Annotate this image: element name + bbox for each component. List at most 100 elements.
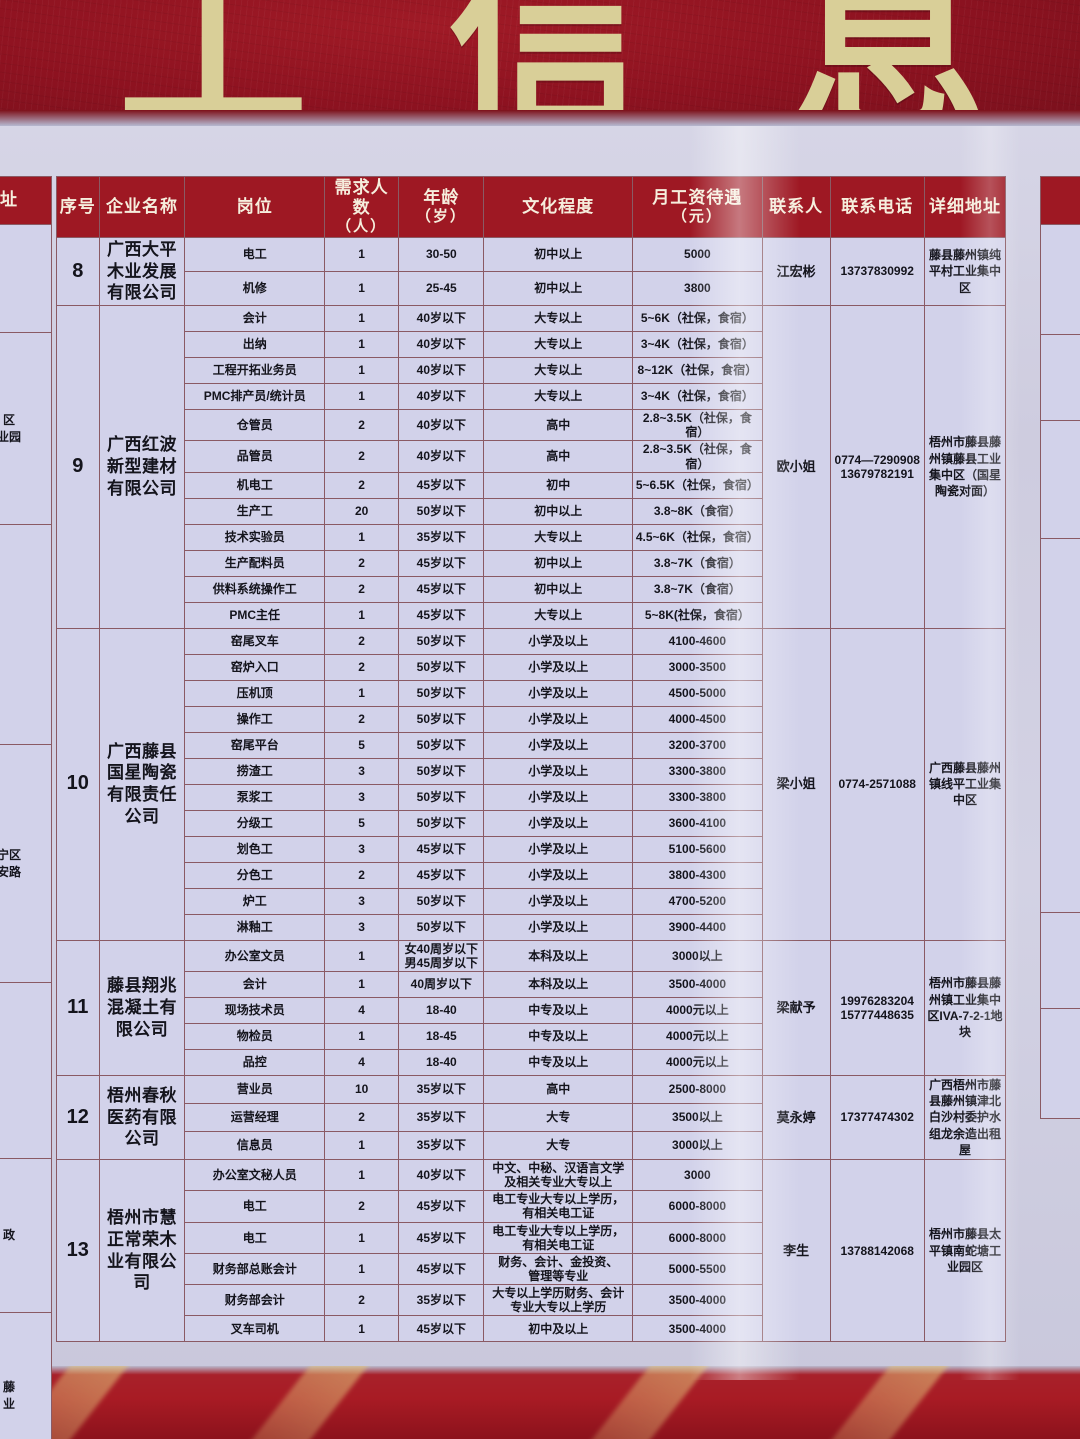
cell-salary: 3300-3800 — [631, 757, 763, 785]
cell-headcount: 2 — [324, 440, 400, 473]
cell-salary: 3900-4400 — [631, 913, 763, 941]
right-cell-sequence: 15 — [1040, 420, 1080, 539]
cell-salary: 8~12K（社保，食宿） — [631, 357, 763, 385]
cell-headcount: 1 — [324, 357, 400, 385]
cell-position: 办公室文员 — [184, 939, 326, 972]
cell-position: 物检员 — [184, 1022, 326, 1050]
right-header-row: 序号 — [1040, 176, 1080, 225]
cell-contact-person: 梁小姐 — [761, 627, 831, 941]
cell-position: PMC主任 — [184, 601, 326, 629]
column-header-num: 需求人数 （人） — [324, 176, 400, 238]
table-row: 品控 4 18-40 中专及以上 4000元以上 — [57, 1048, 1006, 1076]
cell-address: 梧州市藤县藤州镇工业集中区IVA-7-2-1地块 — [923, 939, 1007, 1076]
cell-education: 高中 — [483, 440, 633, 473]
cell-age: 50岁以下 — [398, 913, 485, 941]
right-table-row: 13 — [1040, 224, 1080, 335]
column-header-seq: 序号 — [56, 176, 100, 238]
cell-age: 35岁以下 — [398, 1074, 485, 1104]
cell-position: 窑尾平台 — [184, 731, 326, 759]
left-table-row: 藤业 — [0, 1312, 52, 1439]
column-header-comp: 企业名称 — [98, 176, 186, 238]
cell-salary: 6000-8000 — [631, 1221, 763, 1254]
cell-age: 45岁以下 — [398, 1315, 485, 1343]
table-row: 技术实验员 1 35岁以下 大专以上 4.5~6K（社保，食宿） — [57, 523, 1006, 551]
cell-education: 大专以上 — [483, 357, 633, 385]
cell-position: 出纳 — [184, 331, 326, 359]
cell-age: 50岁以下 — [398, 731, 485, 759]
cell-education: 中专及以上 — [483, 1022, 633, 1050]
cell-headcount: 1 — [324, 305, 400, 333]
table-row: 分色工 2 45岁以下 小学及以上 3800-4300 — [57, 861, 1006, 889]
cell-education: 小学及以上 — [483, 861, 633, 889]
cell-contact-person: 欧小姐 — [761, 305, 831, 629]
cell-salary: 2.8~3.5K（社保，食宿） — [631, 440, 763, 473]
cell-education: 初中 — [483, 471, 633, 499]
cell-salary: 3500-4000 — [631, 1315, 763, 1343]
cell-education: 小学及以上 — [483, 705, 633, 733]
cell-age: 40岁以下 — [398, 305, 485, 333]
table-row: 窑尾平台 5 50岁以下 小学及以上 3200-3700 — [57, 731, 1006, 759]
table-row: 11 藤县翔兆混凝土有限公司 办公室文员 1 女40周岁以下 男45周岁以下 本科及以上 30… — [56, 939, 1007, 1076]
cell-salary: 6000-8000 — [631, 1190, 763, 1223]
cell-headcount: 3 — [324, 835, 400, 863]
table-row: 仓管员 2 40岁以下 高中 2.8~3.5K（社保，食宿） — [57, 409, 1006, 442]
left-cell-address — [0, 524, 52, 745]
cell-headcount: 2 — [324, 1284, 400, 1317]
cell-position: 财务部会计 — [184, 1284, 326, 1317]
table-row: 工程开拓业务员 1 40岁以下 大专以上 8~12K（社保，食宿） — [57, 357, 1006, 385]
column-header-person: 联系人 — [761, 176, 831, 238]
cell-salary: 4000元以上 — [631, 996, 763, 1024]
cell-education: 中专及以上 — [483, 1048, 633, 1076]
cell-headcount: 1 — [324, 1022, 400, 1050]
column-header-subtitle: （元） — [671, 208, 723, 226]
table-row: 物检员 1 18-45 中专及以上 4000元以上 — [57, 1022, 1006, 1050]
left-table-row: 政 — [0, 1158, 52, 1313]
cell-contact-phone: 0774-2571088 — [829, 627, 925, 941]
table-row: 10 广西藤县国星陶瓷有限责任公司 窑尾叉车 2 50岁以下 小学及以上 4100-4600… — [56, 627, 1007, 941]
cell-headcount: 20 — [324, 497, 400, 525]
cell-education: 本科及以上 — [483, 970, 633, 998]
cell-headcount: 3 — [324, 913, 400, 941]
cell-contact-phone: 17377474302 — [829, 1074, 925, 1160]
table-row: 分级工 5 50岁以下 小学及以上 3600-4100 — [57, 809, 1006, 837]
cell-education: 小学及以上 — [483, 783, 633, 811]
left-cell-address: 政 — [0, 1158, 52, 1313]
cell-position: 工程开拓业务员 — [184, 357, 326, 385]
right-partial-table: 序号 131415161718 — [1040, 176, 1080, 1119]
left-table-row — [0, 524, 52, 745]
column-header-pay: 月工资待遇 （元） — [631, 176, 763, 238]
table-row: 会计 1 40周岁以下 本科及以上 3500-4000 — [57, 970, 1006, 998]
right-table-row: 18 — [1040, 1008, 1080, 1119]
cell-education: 初中及以上 — [483, 1315, 633, 1343]
cell-headcount: 2 — [324, 409, 400, 442]
cell-age: 40岁以下 — [398, 1158, 485, 1192]
cell-salary: 3000以上 — [631, 1130, 763, 1160]
banner-char-1: 工 — [118, 0, 309, 127]
cell-education: 小学及以上 — [483, 679, 633, 707]
banner-char-2: 信 — [448, 0, 645, 127]
left-table-row: 区业园 — [0, 332, 52, 525]
cell-headcount: 1 — [324, 939, 400, 972]
cell-education: 小学及以上 — [483, 835, 633, 863]
table-row: 操作工 2 50岁以下 小学及以上 4000-4500 — [57, 705, 1006, 733]
cell-salary: 3000-3500 — [631, 653, 763, 681]
table-row: 品管员 2 40岁以下 高中 2.8~3.5K（社保，食宿） — [57, 440, 1006, 473]
cell-age: 40周岁以下 — [398, 970, 485, 998]
cell-age: 45岁以下 — [398, 1190, 485, 1223]
cell-age: 45岁以下 — [398, 601, 485, 629]
cell-education: 大专以上 — [483, 305, 633, 333]
cell-age: 35岁以下 — [398, 1130, 485, 1160]
cell-address: 广西梧州市藤县藤州镇津北白沙村委护水组龙余造出租屋 — [923, 1074, 1007, 1160]
column-header-addr: 详细地址 — [923, 176, 1007, 238]
column-header-subtitle: （人） — [336, 218, 388, 236]
cell-headcount: 1 — [324, 601, 400, 629]
cell-salary: 5~8K(社保，食宿） — [631, 601, 763, 629]
cell-headcount: 1 — [324, 383, 400, 411]
table-row: 供料系统操作工 2 45岁以下 初中以上 3.8~7K（食宿） — [57, 575, 1006, 603]
poster-footer — [0, 1366, 1080, 1439]
cell-headcount: 1 — [324, 331, 400, 359]
cell-education: 大专以上学历财务、会计 专业大专以上学历 — [483, 1284, 633, 1317]
cell-position: 会计 — [184, 305, 326, 333]
footer-stripe-4 — [804, 1366, 1002, 1439]
